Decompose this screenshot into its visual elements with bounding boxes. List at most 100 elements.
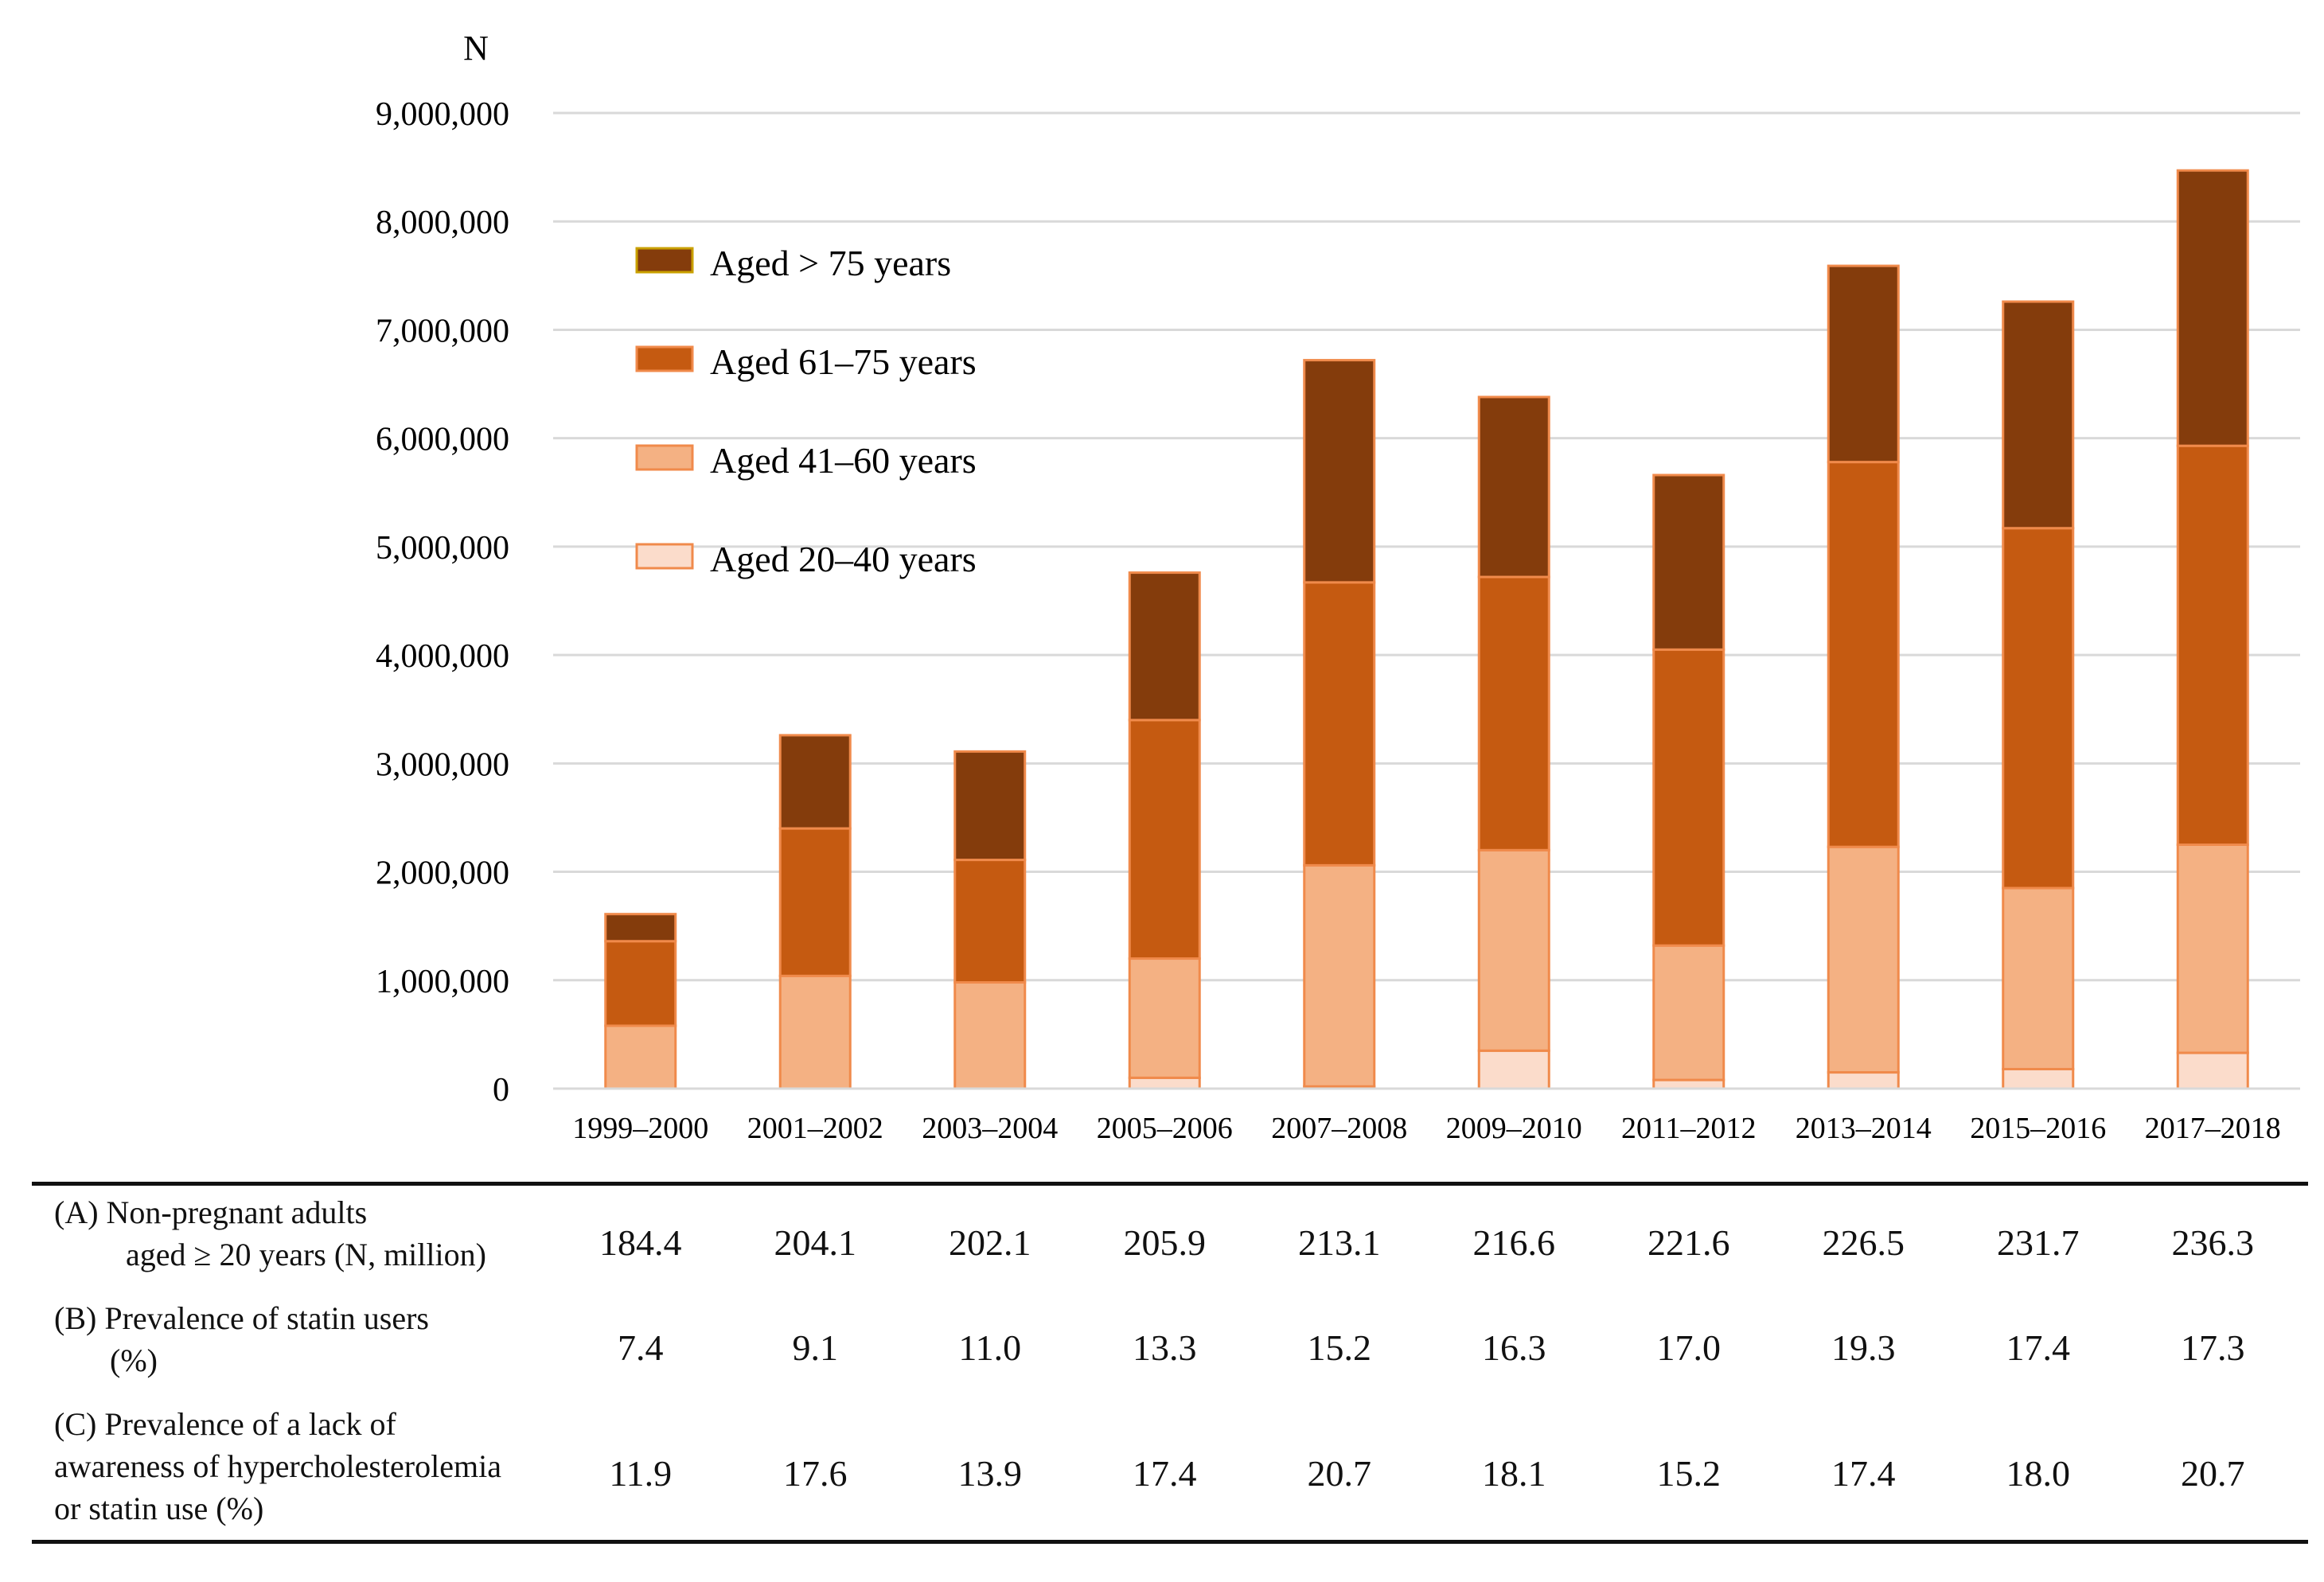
table-cell: 9.1	[792, 1327, 839, 1368]
row-c-label-line-3: or statin use (%)	[54, 1490, 264, 1526]
table-cell: 236.3	[2171, 1222, 2255, 1263]
table-bottom-rule	[32, 1540, 2308, 1544]
bar-segment	[604, 940, 677, 1027]
table-cell: 231.7	[1997, 1222, 2080, 1263]
table-top-rule	[32, 1182, 2308, 1186]
bar-segment	[1652, 473, 1725, 651]
x-tick-label: 2011–2012	[1621, 1112, 1757, 1145]
bar-segment	[953, 859, 1027, 984]
table-cell: 18.1	[1482, 1453, 1546, 1494]
legend-label: Aged > 75 years	[710, 243, 951, 283]
table-cell: 17.3	[2181, 1327, 2245, 1368]
row-c-label-line-2: awareness of hypercholesterolemia	[54, 1448, 501, 1484]
bar-segment	[953, 750, 1027, 862]
row-b-label-line-2: (%)	[110, 1342, 158, 1378]
y-tick-label: 0	[493, 1072, 509, 1109]
x-tick-label: 1999–2000	[572, 1112, 708, 1145]
bar-segment	[2002, 1067, 2075, 1090]
bar-segment	[1827, 1071, 1900, 1090]
table-cell: 216.6	[1472, 1222, 1556, 1263]
bar-segment	[1303, 581, 1376, 867]
table-cell: 16.3	[1482, 1327, 1546, 1368]
bar-segment	[2002, 886, 2075, 1070]
bar-segment	[1303, 863, 1376, 1088]
table-cell: 20.7	[1307, 1453, 1372, 1494]
bar-segment	[1827, 845, 1900, 1074]
table-cell: 13.3	[1133, 1327, 1197, 1368]
x-tick-label: 2001–2002	[747, 1112, 883, 1145]
bar-segment	[1652, 944, 1725, 1081]
row-b-label-line-1: (B) Prevalence of statin users	[54, 1300, 429, 1336]
bar-segment	[604, 913, 677, 943]
bar-segment	[1128, 571, 1201, 722]
bar-segment	[2176, 1051, 2249, 1090]
bar-segment	[2002, 300, 2075, 530]
x-tick-label: 2009–2010	[1446, 1112, 1582, 1145]
table-cell: 18.0	[2006, 1453, 2071, 1494]
y-tick-label: 1,000,000	[376, 964, 509, 1000]
table-cell: 17.6	[783, 1453, 848, 1494]
y-tick-label: 9,000,000	[376, 96, 509, 133]
legend-swatch	[635, 345, 694, 372]
bar-segment	[953, 981, 1027, 1090]
legend-swatch	[635, 247, 694, 274]
y-tick-label: 4,000,000	[376, 638, 509, 675]
table-cell: 205.9	[1123, 1222, 1207, 1263]
stacked-bar-chart: 0 1,000,000 2,000,000 3,000,000 4,000,000 5,0…	[376, 29, 2300, 1145]
legend-swatch	[635, 444, 694, 471]
table-cell: 13.9	[957, 1453, 1023, 1494]
table-cell: 17.4	[1831, 1453, 1896, 1494]
table-cell: 15.2	[1656, 1453, 1722, 1494]
table-cell: 11.9	[609, 1453, 673, 1494]
row-a-label-line-2: aged ≥ 20 years (N, million)	[126, 1237, 486, 1272]
table-cell: 20.7	[2181, 1453, 2245, 1494]
legend-label: Aged 41–60 years	[710, 440, 977, 481]
x-tick-label: 2017–2018	[2145, 1112, 2281, 1145]
y-tick-label: 6,000,000	[376, 422, 509, 458]
legend-label: Aged 20–40 years	[710, 539, 977, 579]
legend-swatch	[635, 543, 694, 570]
bar-segment	[1303, 359, 1376, 584]
row-c-label-line-1: (C) Prevalence of a lack of	[54, 1406, 396, 1442]
y-axis-label: N	[463, 29, 489, 68]
table-cell: 202.1	[949, 1222, 1031, 1263]
x-tick-label: 2003–2004	[922, 1112, 1058, 1145]
x-tick-label: 2015–2016	[1970, 1112, 2106, 1145]
legend-label: Aged 61–75 years	[710, 341, 977, 382]
table-cell: 11.0	[958, 1327, 1022, 1368]
table-cell: 204.1	[774, 1222, 857, 1263]
table-cell: 17.4	[1133, 1453, 1197, 1494]
bar-segment	[2176, 444, 2249, 846]
row-a-label-line-1: (A) Non-pregnant adults	[54, 1194, 368, 1230]
table-cell: 184.4	[599, 1222, 682, 1263]
table-cell: 7.4	[618, 1327, 664, 1368]
table-row-label-c: (C) Prevalence of a lack of awareness of…	[54, 1403, 501, 1529]
table-cell: 15.2	[1307, 1327, 1372, 1368]
bar-segment	[1477, 575, 1550, 851]
bar-segment	[1128, 1076, 1201, 1090]
table-cell: 17.0	[1656, 1327, 1722, 1368]
bar-segment	[1652, 648, 1725, 947]
bar-segment	[1128, 719, 1201, 961]
bar-segment	[1827, 461, 1900, 848]
bar-segment	[1477, 1049, 1550, 1090]
bar-segment	[778, 734, 852, 830]
bar-segment	[2176, 169, 2249, 447]
bar-segment	[1477, 396, 1550, 579]
table-row-label-a: (A) Non-pregnant adults aged ≥ 20 years …	[54, 1191, 486, 1276]
bar-segment	[1827, 264, 1900, 464]
y-tick-label: 5,000,000	[376, 530, 509, 567]
table-cell: 213.1	[1298, 1222, 1381, 1263]
table-cell: 226.5	[1822, 1222, 1905, 1263]
bar-segment	[1477, 848, 1550, 1052]
y-tick-label: 8,000,000	[376, 205, 509, 241]
y-tick-label: 2,000,000	[376, 855, 509, 892]
bar-segment	[2002, 527, 2075, 890]
bar-segment	[1652, 1078, 1725, 1090]
x-tick-label: 2005–2006	[1097, 1112, 1233, 1145]
table-cell: 19.3	[1831, 1327, 1896, 1368]
x-tick-label: 2007–2008	[1271, 1112, 1407, 1145]
bar-segment	[1128, 957, 1201, 1079]
y-tick-label: 3,000,000	[376, 746, 509, 783]
